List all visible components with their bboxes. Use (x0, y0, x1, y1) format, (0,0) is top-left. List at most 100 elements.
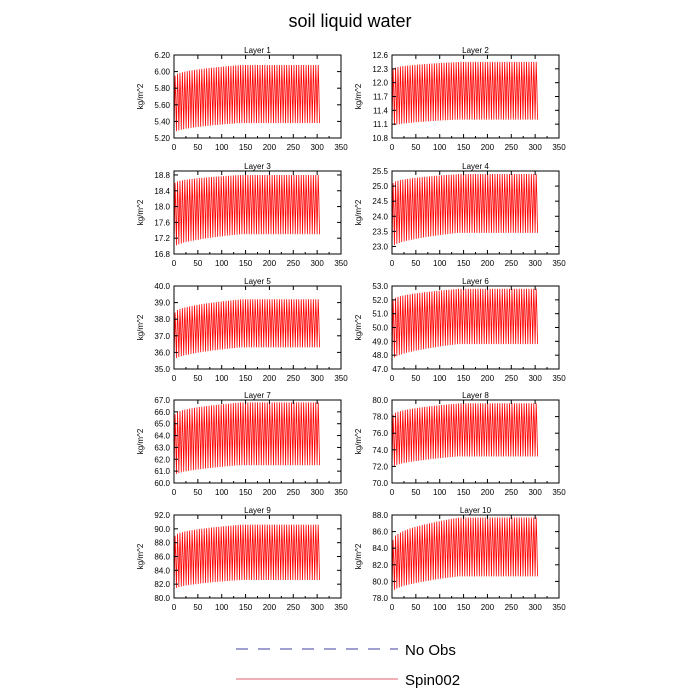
x-tick-label: 100 (215, 488, 229, 497)
y-tick-label: 63.0 (154, 443, 170, 452)
x-tick-label: 50 (193, 488, 202, 497)
x-tick-label: 0 (390, 143, 395, 152)
x-tick-label: 0 (172, 374, 177, 383)
x-tick-label: 350 (334, 603, 348, 612)
y-axis-label: kg/m^2 (354, 428, 363, 454)
x-tick-label: 50 (411, 259, 420, 268)
panel-layer-7: 0 50 100 150 200 250 300 350 60.0 61.0 62.0 63.0 64.… (136, 391, 348, 497)
y-tick-label: 35.0 (154, 365, 170, 374)
y-tick-label: 52.0 (372, 296, 388, 305)
x-tick-label: 350 (552, 143, 566, 152)
y-tick-label: 82.0 (154, 580, 170, 589)
y-axis-label: kg/m^2 (354, 83, 363, 109)
x-tick-label: 250 (287, 603, 301, 612)
y-tick-label: 18.8 (154, 171, 170, 180)
y-tick-label: 62.0 (154, 455, 170, 464)
panel-layer-4: 0 50 100 150 200 250 300 350 23.0 23.5 24.0 24.5 25.… (354, 162, 566, 268)
x-tick-label: 350 (552, 603, 566, 612)
x-tick-label: 100 (433, 374, 447, 383)
y-axis-label: kg/m^2 (354, 543, 363, 569)
x-tick-label: 300 (528, 259, 542, 268)
y-tick-label: 82.0 (372, 561, 388, 570)
x-tick-label: 0 (172, 488, 177, 497)
x-tick-label: 50 (193, 143, 202, 152)
panel-title-layer-6: Layer 6 (462, 277, 489, 286)
y-tick-label: 65.0 (154, 420, 170, 429)
y-tick-label: 5.60 (154, 101, 170, 110)
y-tick-label: 23.5 (372, 227, 388, 236)
x-tick-label: 300 (310, 143, 324, 152)
y-tick-label: 80.0 (372, 577, 388, 586)
panel-layer-10: 0 50 100 150 200 250 300 350 78.0 80.0 82.0 84.0 86.… (354, 506, 566, 612)
y-tick-label: 23.0 (372, 242, 388, 251)
y-tick-label: 84.0 (372, 544, 388, 553)
y-tick-label: 78.0 (372, 594, 388, 603)
x-tick-label: 300 (310, 259, 324, 268)
x-tick-label: 250 (287, 143, 301, 152)
figure-title: soil liquid water (288, 11, 411, 31)
series-line-layer-8 (391, 403, 538, 469)
y-tick-label: 92.0 (154, 511, 170, 520)
y-tick-label: 70.0 (372, 479, 388, 488)
y-tick-label: 11.7 (373, 93, 389, 102)
x-tick-label: 350 (334, 374, 348, 383)
series-line-layer-5 (173, 299, 320, 361)
x-tick-label: 200 (481, 374, 495, 383)
y-tick-label: 5.20 (154, 134, 170, 143)
x-tick-label: 100 (433, 603, 447, 612)
y-tick-label: 60.0 (154, 479, 170, 488)
y-tick-label: 40.0 (154, 282, 170, 291)
x-tick-label: 250 (505, 488, 519, 497)
x-tick-label: 350 (334, 259, 348, 268)
x-tick-label: 50 (411, 143, 420, 152)
y-tick-label: 74.0 (372, 446, 388, 455)
x-tick-label: 0 (390, 374, 395, 383)
panel-title-layer-3: Layer 3 (244, 162, 271, 171)
panels: 0 50 100 150 200 250 300 350 5.20 5.40 5.60 5.80 6.0… (136, 46, 566, 612)
x-tick-label: 300 (528, 374, 542, 383)
y-tick-label: 47.0 (372, 365, 388, 374)
y-tick-label: 17.2 (154, 234, 170, 243)
x-tick-label: 200 (263, 374, 277, 383)
y-tick-label: 5.40 (154, 117, 170, 126)
y-tick-label: 48.0 (372, 351, 388, 360)
y-tick-label: 5.80 (154, 84, 170, 93)
panel-layer-2: 0 50 100 150 200 250 300 350 10.8 11.1 11.4 11.7 12.… (354, 46, 566, 152)
y-tick-label: 86.0 (372, 528, 388, 537)
series-line-layer-2 (391, 61, 538, 127)
y-axis-label: kg/m^2 (136, 314, 145, 340)
panel-title-layer-7: Layer 7 (244, 391, 271, 400)
legend-label-spin002: Spin002 (405, 672, 460, 689)
x-tick-label: 150 (457, 259, 471, 268)
panel-title-layer-2: Layer 2 (462, 46, 489, 55)
y-axis-label: kg/m^2 (136, 428, 145, 454)
series-line-layer-10 (391, 517, 538, 594)
x-tick-label: 50 (411, 488, 420, 497)
y-tick-label: 72.0 (372, 462, 388, 471)
y-tick-label: 37.0 (154, 332, 170, 341)
x-tick-label: 250 (287, 259, 301, 268)
y-tick-label: 76.0 (372, 429, 388, 438)
panel-title-layer-9: Layer 9 (244, 506, 271, 515)
x-tick-label: 100 (433, 143, 447, 152)
y-tick-label: 90.0 (154, 525, 170, 534)
x-tick-label: 350 (552, 488, 566, 497)
x-tick-label: 150 (457, 488, 471, 497)
y-tick-label: 6.00 (154, 68, 170, 77)
x-tick-label: 100 (215, 374, 229, 383)
x-tick-label: 150 (457, 143, 471, 152)
y-tick-label: 80.0 (372, 396, 388, 405)
y-tick-label: 6.20 (154, 51, 170, 60)
y-tick-label: 38.0 (154, 315, 170, 324)
y-tick-label: 64.0 (154, 432, 170, 441)
y-tick-label: 25.0 (372, 182, 388, 191)
x-tick-label: 350 (552, 259, 566, 268)
series-line-layer-3 (173, 174, 320, 249)
x-tick-label: 300 (310, 488, 324, 497)
x-tick-label: 0 (390, 488, 395, 497)
y-tick-label: 18.4 (154, 187, 170, 196)
x-tick-label: 200 (481, 603, 495, 612)
x-tick-label: 300 (528, 143, 542, 152)
y-axis-label: kg/m^2 (354, 199, 363, 225)
